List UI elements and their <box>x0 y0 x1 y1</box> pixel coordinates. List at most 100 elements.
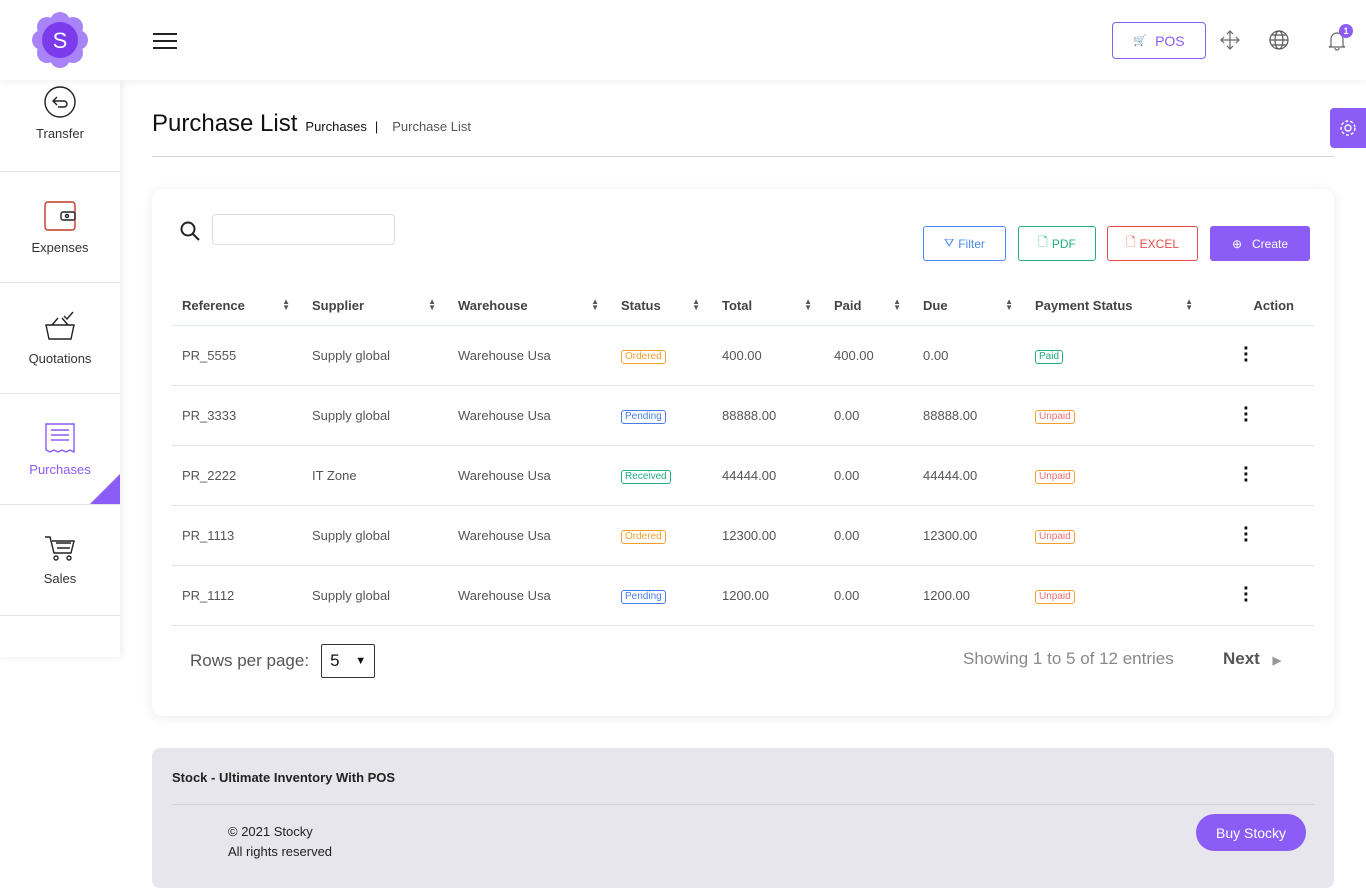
top-bar: S 🛒 POS 1 <box>0 0 1366 80</box>
buy-button[interactable]: Buy Stocky <box>1196 814 1306 851</box>
sidebar-item-label: Transfer <box>36 126 84 141</box>
pos-button[interactable]: 🛒 POS <box>1112 22 1206 59</box>
cell-supplier: Supply global <box>302 325 448 386</box>
cell-reference: PR_1113 <box>172 505 302 566</box>
rows-per-page-label: Rows per page: <box>190 651 310 670</box>
col-paid[interactable]: Paid ▲ ▼ <box>824 287 913 326</box>
sidebar-item-label: Sales <box>43 570 77 586</box>
col-total[interactable]: Total ▲ ▼ <box>712 287 824 326</box>
sidebar-item-more[interactable] <box>0 616 120 657</box>
chevron-right-icon: ▶ <box>1272 655 1282 667</box>
menu-toggle-icon[interactable] <box>153 33 177 54</box>
cell-paid: 0.00 <box>824 505 913 566</box>
sidebar-item-sales[interactable]: Sales <box>0 505 120 616</box>
gear-icon <box>1340 120 1356 136</box>
table-row: PR_3333 Supply global Warehouse Usa Pend… <box>172 385 1314 446</box>
status-badge: Pending <box>621 589 666 604</box>
notification-badge: 1 <box>1339 24 1353 38</box>
cell-due: 44444.00 <box>913 445 1025 506</box>
cell-due: 88888.00 <box>913 385 1025 446</box>
cart-icon: 🛒 <box>1133 35 1148 47</box>
cell-paid: 0.00 <box>824 565 913 626</box>
sort-icon: ▲ ▼ <box>428 297 436 312</box>
col-supplier[interactable]: Supplier ▲ ▼ <box>302 287 448 326</box>
filter-icon: ⛛ <box>944 236 955 250</box>
cell-supplier: Supply global <box>302 385 448 446</box>
breadcrumb-parent[interactable]: Purchases <box>305 119 367 134</box>
footer: Stock - Ultimate Inventory With POS © 20… <box>152 748 1334 888</box>
rows-per-page-select[interactable]: 5 ▼ <box>321 644 376 678</box>
cell-due: 0.00 <box>913 325 1025 386</box>
plus-circle-icon: ⊕ <box>1231 236 1243 251</box>
sort-icon: ▲ ▼ <box>282 297 290 312</box>
cell-reference: PR_3333 <box>172 385 302 446</box>
sort-icon: ▲ ▼ <box>1005 297 1013 312</box>
copyright: © 2021 Stocky <box>228 824 313 839</box>
more-actions-icon[interactable]: · · · <box>1243 518 1250 552</box>
cell-total: 400.00 <box>712 325 824 386</box>
settings-button[interactable] <box>1330 108 1366 148</box>
table-row: PR_2222 IT Zone Warehouse Usa Received 4… <box>172 445 1314 506</box>
svg-text:S: S <box>53 28 68 53</box>
purchase-table-card: ⛛ Filter 🗋 PDF 🗋 EXCEL ⊕ Create Reference ▲ ▼ … <box>152 189 1334 716</box>
table-row: PR_1113 Supply global Warehouse Usa Orde… <box>172 505 1314 566</box>
pdf-button[interactable]: 🗋 PDF <box>1018 226 1096 261</box>
sidebar-item-expenses[interactable]: Expenses <box>0 172 120 283</box>
more-actions-icon[interactable]: · · · <box>1243 578 1250 612</box>
sidebar-item-transfer[interactable]: Transfer <box>0 80 120 172</box>
cell-warehouse: Warehouse Usa <box>448 385 611 446</box>
chevron-down-icon: ▼ <box>355 655 367 667</box>
col-status[interactable]: Status ▲ ▼ <box>611 287 712 326</box>
cell-total: 88888.00 <box>712 385 824 446</box>
sidebar: Transfer Expenses Quotations Purchases S… <box>0 80 120 657</box>
col-warehouse[interactable]: Warehouse ▲ ▼ <box>448 287 611 326</box>
sort-icon: ▲ ▼ <box>692 297 700 312</box>
cell-due: 12300.00 <box>913 505 1025 566</box>
sidebar-item-purchases[interactable]: Purchases <box>0 394 120 505</box>
payment-status-badge: Unpaid <box>1035 409 1075 424</box>
filter-button[interactable]: ⛛ Filter <box>923 226 1006 261</box>
status-badge: Received <box>621 469 671 484</box>
cell-reference: PR_1112 <box>172 565 302 626</box>
file-icon: 🗋 <box>1038 235 1048 249</box>
cell-supplier: Supply global <box>302 505 448 566</box>
more-actions-icon[interactable]: · · · <box>1243 458 1250 492</box>
cell-warehouse: Warehouse Usa <box>448 445 611 506</box>
globe-icon[interactable] <box>1268 29 1290 51</box>
pos-label: POS <box>1155 32 1185 49</box>
col-reference[interactable]: Reference ▲ ▼ <box>172 287 302 326</box>
create-button[interactable]: ⊕ Create <box>1210 226 1310 261</box>
wallet-icon <box>44 200 76 231</box>
cell-supplier: IT Zone <box>302 445 448 506</box>
basket-check-icon <box>45 311 75 340</box>
sidebar-item-label: Expenses <box>31 239 89 255</box>
sidebar-item-label: Quotations <box>28 350 92 366</box>
table-row: PR_1112 Supply global Warehouse Usa Pend… <box>172 565 1314 626</box>
cell-total: 12300.00 <box>712 505 824 566</box>
payment-status-badge: Unpaid <box>1035 589 1075 604</box>
payment-status-badge: Paid <box>1035 349 1064 364</box>
excel-button[interactable]: 🗋 EXCEL <box>1107 226 1198 261</box>
logo[interactable]: S <box>32 12 88 68</box>
more-actions-icon[interactable]: · · · <box>1243 398 1250 432</box>
sort-icon: ▲ ▼ <box>1185 297 1193 312</box>
status-badge: Ordered <box>621 529 666 544</box>
cell-total: 44444.00 <box>712 445 824 506</box>
cell-reference: PR_2222 <box>172 445 302 506</box>
col-payment-status[interactable]: Payment Status ▲ ▼ <box>1025 287 1205 326</box>
col-due[interactable]: Due ▲ ▼ <box>913 287 1025 326</box>
file-icon: 🗋 <box>1125 235 1136 249</box>
cell-supplier: Supply global <box>302 565 448 626</box>
payment-status-badge: Unpaid <box>1035 529 1075 544</box>
cell-warehouse: Warehouse Usa <box>448 505 611 566</box>
sort-icon: ▲ ▼ <box>804 297 812 312</box>
cell-paid: 0.00 <box>824 445 913 506</box>
breadcrumb-current: Purchase List <box>392 119 471 134</box>
search-input[interactable] <box>212 214 395 245</box>
fullscreen-icon[interactable] <box>1219 29 1241 51</box>
footer-title: Stock - Ultimate Inventory With POS <box>172 770 396 785</box>
more-actions-icon[interactable]: · · · <box>1243 338 1250 372</box>
status-badge: Ordered <box>621 349 666 364</box>
sidebar-item-quotations[interactable]: Quotations <box>0 283 120 394</box>
next-page-button[interactable]: Next ▶ <box>1223 649 1282 668</box>
